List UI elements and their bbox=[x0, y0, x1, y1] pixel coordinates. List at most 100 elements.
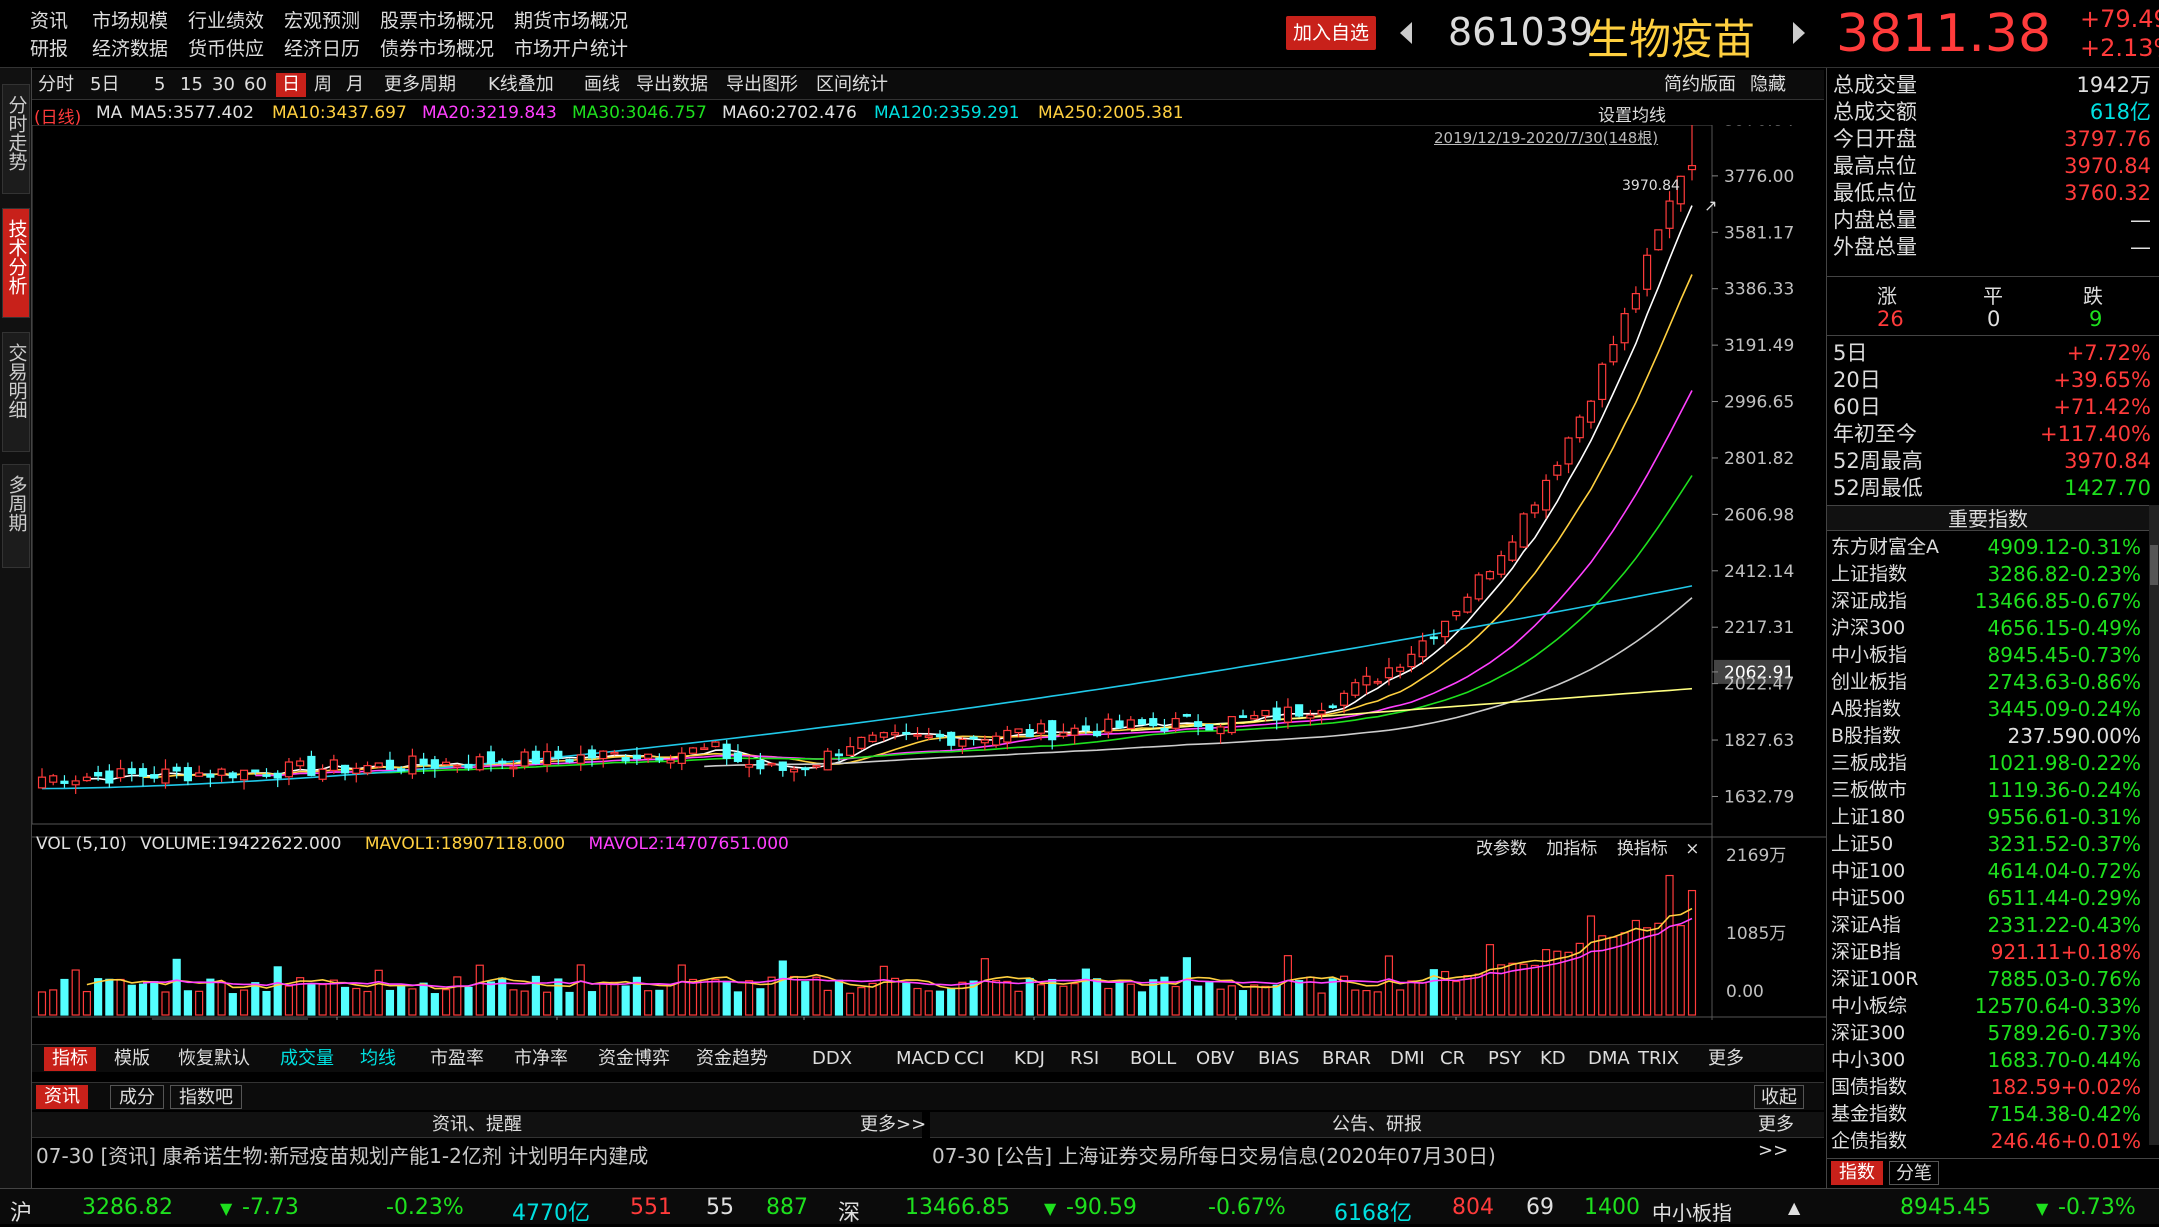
collapse-news-button[interactable]: 收起 bbox=[1754, 1085, 1804, 1109]
indicator-tab[interactable]: OBV bbox=[1196, 1048, 1235, 1069]
indicator-tab[interactable]: 资金趋势 bbox=[696, 1048, 768, 1069]
toolbar-item[interactable]: 5日 bbox=[90, 74, 120, 95]
index-row[interactable]: 三板做市 1119.36-0.24% bbox=[1831, 777, 2141, 804]
top-link[interactable]: 股票市场概况 bbox=[380, 10, 495, 32]
toolbar-item[interactable]: 60 bbox=[244, 74, 267, 95]
indicator-tab[interactable]: KD bbox=[1540, 1048, 1566, 1069]
next-stock-arrow-icon[interactable] bbox=[1793, 22, 1805, 44]
indicator-tab[interactable]: CR bbox=[1440, 1048, 1466, 1069]
news-tab[interactable]: 指数吧 bbox=[170, 1085, 242, 1109]
toolbar-item[interactable]: 隐藏 bbox=[1750, 74, 1786, 95]
index-row[interactable]: 东方财富全A 4909.12-0.31% bbox=[1831, 534, 2141, 561]
top-link[interactable]: 期货市场概况 bbox=[514, 10, 629, 32]
top-link[interactable]: 货币供应 bbox=[188, 38, 265, 60]
news-left-item[interactable]: 07-30 [资讯] 康希诺生物:新冠疫苗规划产能1-2亿剂 计划明年内建成 bbox=[36, 1144, 649, 1168]
index-row[interactable]: 上证指数 3286.82-0.23% bbox=[1831, 561, 2141, 588]
index-row[interactable]: 中小300 1683.70-0.44% bbox=[1831, 1047, 2141, 1074]
index-row[interactable]: 上证180 9556.61-0.31% bbox=[1831, 804, 2141, 831]
toolbar-item[interactable]: 日 bbox=[276, 73, 306, 97]
index-row[interactable]: 中小板综 12570.64-0.33% bbox=[1831, 993, 2141, 1020]
index-row[interactable]: B股指数 237.590.00% bbox=[1831, 723, 2141, 750]
indicator-tab[interactable]: 更多 bbox=[1708, 1048, 1744, 1069]
kline-chart[interactable]: 3970.84 3776.00 3581.17 3386.33 3191.49 2996.… bbox=[31, 110, 1827, 1039]
add-indicator-button[interactable]: 加指标 bbox=[1546, 839, 1598, 859]
indicator-tab[interactable]: 均线 bbox=[360, 1048, 396, 1069]
toolbar-item[interactable]: 区间统计 bbox=[816, 74, 888, 95]
left-tab-0[interactable]: 分时走势 bbox=[2, 84, 30, 194]
indicator-tab[interactable]: DMA bbox=[1588, 1048, 1630, 1069]
indicator-tab[interactable]: TRIX bbox=[1638, 1048, 1680, 1069]
top-link[interactable]: 宏观预测 bbox=[284, 10, 361, 32]
top-link[interactable]: 行业绩效 bbox=[188, 10, 265, 32]
toolbar-item[interactable]: 画线 bbox=[584, 74, 620, 95]
indicator-tab[interactable]: BRAR bbox=[1322, 1048, 1371, 1069]
top-link[interactable]: 资讯 bbox=[30, 10, 69, 32]
top-link[interactable]: 市场开户统计 bbox=[514, 38, 629, 60]
indicator-tab[interactable]: 成交量 bbox=[280, 1048, 334, 1069]
kline-chart-area[interactable]: 3970.84 3776.00 3581.17 3386.33 3191.49 2996.… bbox=[31, 106, 1827, 1039]
switch-indicator-button[interactable]: 换指标 bbox=[1616, 839, 1668, 859]
toolbar-item[interactable]: 30 bbox=[212, 74, 235, 95]
indicator-tab[interactable]: PSY bbox=[1488, 1048, 1522, 1069]
indicator-tab[interactable]: 市净率 bbox=[514, 1048, 568, 1069]
index-row[interactable]: A股指数 3445.09-0.24% bbox=[1831, 696, 2141, 723]
indicator-tab[interactable]: 模版 bbox=[114, 1048, 150, 1069]
toolbar-item[interactable]: 周 bbox=[314, 74, 332, 95]
top-link[interactable]: 市场规模 bbox=[92, 10, 169, 32]
toolbar-item[interactable]: 5 bbox=[154, 74, 166, 95]
toolbar-item[interactable]: 15 bbox=[180, 74, 203, 95]
right-bottom-tab[interactable]: 指数 bbox=[1831, 1161, 1883, 1185]
toolbar-item[interactable]: 更多周期 bbox=[384, 74, 456, 95]
left-tab-2[interactable]: 交易明细 bbox=[2, 332, 30, 452]
news-tab[interactable]: 资讯 bbox=[36, 1085, 88, 1109]
indicator-tab[interactable]: BIAS bbox=[1258, 1048, 1300, 1069]
indicator-tab[interactable]: CCI bbox=[954, 1048, 985, 1069]
indicator-tab[interactable]: 市盈率 bbox=[430, 1048, 484, 1069]
news-right-more-link[interactable]: 更多>> bbox=[1758, 1114, 1794, 1161]
toolbar-item[interactable]: K线叠加 bbox=[488, 74, 554, 95]
indicator-tab[interactable]: DDX bbox=[812, 1048, 853, 1069]
top-link[interactable]: 经济数据 bbox=[92, 38, 169, 60]
index-row[interactable]: 创业板指 2743.63-0.86% bbox=[1831, 669, 2141, 696]
indicator-tab[interactable]: DMI bbox=[1390, 1048, 1425, 1069]
set-ma-button[interactable]: 设置均线 bbox=[1598, 106, 1666, 126]
indicator-tab[interactable]: KDJ bbox=[1014, 1048, 1045, 1069]
top-link[interactable]: 研报 bbox=[30, 38, 69, 60]
news-left-more-link[interactable]: 更多>> bbox=[860, 1114, 927, 1135]
news-right-item[interactable]: 07-30 [公告] 上海证券交易所每日交易信息(2020年07月30日) bbox=[932, 1144, 1496, 1168]
toolbar-item[interactable]: 月 bbox=[346, 74, 364, 95]
indicator-tab[interactable]: 恢复默认 bbox=[178, 1048, 250, 1069]
top-link[interactable]: 债券市场概况 bbox=[380, 38, 495, 60]
index-row[interactable]: 深证成指 13466.85-0.67% bbox=[1831, 588, 2141, 615]
index-row[interactable]: 基金指数 7154.38-0.42% bbox=[1831, 1101, 2141, 1128]
index-row[interactable]: 三板成指 1021.98-0.22% bbox=[1831, 750, 2141, 777]
close-indicator-icon[interactable]: × bbox=[1685, 839, 1700, 859]
expand-up-icon[interactable]: ▲ bbox=[1788, 1198, 1801, 1217]
indicator-tab[interactable]: RSI bbox=[1070, 1048, 1100, 1069]
indicator-tab[interactable]: 指标 bbox=[44, 1047, 96, 1071]
index-row[interactable]: 中证100 4614.04-0.72% bbox=[1831, 858, 2141, 885]
index-row[interactable]: 深证100R 7885.03-0.76% bbox=[1831, 966, 2141, 993]
indicator-tab[interactable]: 资金博弈 bbox=[598, 1048, 670, 1069]
index-row[interactable]: 沪深300 4656.15-0.49% bbox=[1831, 615, 2141, 642]
change-params-button[interactable]: 改参数 bbox=[1476, 839, 1527, 859]
right-bottom-tab[interactable]: 分笔 bbox=[1889, 1161, 1939, 1185]
index-row[interactable]: 深证300 5789.26-0.73% bbox=[1831, 1020, 2141, 1047]
news-tab[interactable]: 成分 bbox=[110, 1085, 164, 1109]
toolbar-item[interactable]: 简约版面 bbox=[1664, 74, 1736, 95]
index-row[interactable]: 深证A指 2331.22-0.43% bbox=[1831, 912, 2141, 939]
indicator-tab[interactable]: MACD bbox=[896, 1048, 950, 1069]
toolbar-item[interactable]: 导出数据 bbox=[636, 74, 708, 95]
left-tab-1[interactable]: 技术分析 bbox=[2, 208, 30, 318]
left-tab-3[interactable]: 多周期 bbox=[2, 464, 30, 568]
indicator-tab[interactable]: BOLL bbox=[1130, 1048, 1177, 1069]
index-row[interactable]: 深证B指 921.11+0.18% bbox=[1831, 939, 2141, 966]
index-row[interactable]: 国债指数 182.59+0.02% bbox=[1831, 1074, 2141, 1101]
toolbar-item[interactable]: 导出图形 bbox=[726, 74, 798, 95]
prev-stock-arrow-icon[interactable] bbox=[1400, 22, 1412, 44]
add-watchlist-button[interactable]: 加入自选 bbox=[1286, 16, 1376, 50]
index-row[interactable]: 中小板指 8945.45-0.73% bbox=[1831, 642, 2141, 669]
indices-scrollbar[interactable] bbox=[2149, 505, 2159, 1145]
toolbar-item[interactable]: 分时 bbox=[38, 74, 74, 95]
index-row[interactable]: 中证500 6511.44-0.29% bbox=[1831, 885, 2141, 912]
